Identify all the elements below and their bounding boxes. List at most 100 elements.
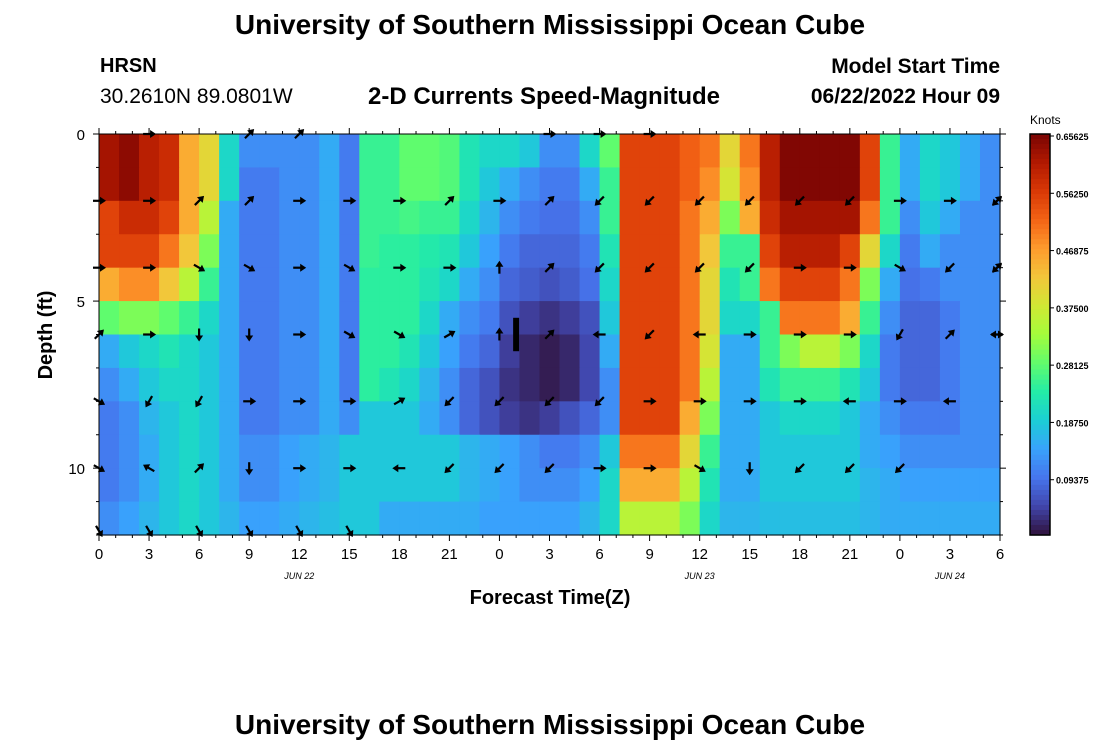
colorbar-swatch (1030, 294, 1050, 301)
heat-cell (439, 468, 460, 503)
heat-cell (619, 167, 641, 202)
heat-cell (619, 434, 641, 469)
heat-cell (599, 334, 621, 369)
heat-cell (239, 401, 260, 436)
x-tick-label: 3 (946, 546, 954, 563)
heat-cell (239, 267, 260, 302)
heat-cell (579, 468, 601, 503)
current-vector-arrow (843, 263, 857, 272)
heat-cell (299, 134, 320, 169)
heat-cell (299, 501, 320, 536)
heat-cell (819, 200, 841, 235)
heat-cell (459, 134, 481, 169)
heat-cell (319, 200, 340, 235)
heat-cell (179, 167, 200, 202)
colorbar-swatch (1030, 429, 1050, 436)
heat-cell (899, 200, 921, 235)
heat-cell (859, 200, 881, 235)
heat-cell (839, 267, 861, 302)
colorbar-swatch (1030, 279, 1050, 285)
heat-cell (99, 200, 120, 235)
heat-cell (679, 501, 701, 536)
current-vector-arrow (692, 330, 706, 339)
heat-cell (539, 301, 561, 336)
heat-cell (539, 134, 561, 169)
heat-cell (199, 468, 220, 503)
heat-cell (199, 234, 220, 269)
heat-cell (119, 334, 140, 369)
heat-cell (959, 367, 981, 402)
heat-cell (579, 334, 601, 369)
heat-cell (339, 468, 360, 503)
heat-cell (819, 301, 841, 336)
colorbar: 0.09375 0.18750 0.28125 0.37500 0.46875 0.562… (1029, 132, 1089, 536)
heat-cell (379, 367, 400, 402)
heat-cell (419, 468, 440, 503)
heat-cell (479, 434, 501, 469)
heat-cell (559, 167, 581, 202)
heat-cell (659, 468, 681, 503)
current-vector-arrow (495, 327, 504, 341)
heat-cell (699, 367, 721, 402)
heat-cell (299, 434, 320, 469)
heat-cell (839, 301, 861, 336)
heat-cell (619, 401, 641, 436)
page-title: University of Southern Mississippi Ocean… (234, 9, 866, 40)
heat-cell (119, 401, 140, 436)
heat-cell (439, 134, 460, 169)
heat-cell (199, 434, 220, 469)
heat-cell (179, 267, 200, 302)
heat-cell (119, 134, 140, 169)
colorbar-swatch (1030, 439, 1050, 446)
heat-cell (779, 401, 801, 436)
heat-cell (659, 367, 681, 402)
heat-cell (479, 501, 501, 536)
heat-cell (679, 434, 701, 469)
heat-cell (679, 367, 701, 402)
heat-cell (779, 134, 801, 169)
heat-cell (799, 401, 821, 436)
heat-cell (959, 434, 981, 469)
current-vector-arrow (494, 463, 505, 474)
heat-cell (979, 367, 1001, 402)
heat-cell (939, 468, 961, 503)
heat-cell (759, 434, 781, 469)
heat-cell (399, 468, 420, 503)
heat-cell (419, 301, 440, 336)
heat-cell (899, 167, 921, 202)
colorbar-swatch (1030, 379, 1050, 386)
heat-cell (239, 301, 260, 336)
colorbar-swatch (1030, 314, 1050, 321)
heat-cell (579, 200, 601, 235)
heat-cell (639, 167, 661, 202)
heat-cell (519, 468, 541, 503)
colorbar-swatch (1030, 419, 1050, 426)
heat-cell (619, 501, 641, 536)
heat-cell (139, 401, 160, 436)
colorbar-swatch (1030, 514, 1050, 521)
heat-cell (799, 200, 821, 235)
heat-cell (359, 367, 380, 402)
heat-cell (319, 301, 340, 336)
heat-cell (739, 367, 761, 402)
heat-cell (479, 401, 501, 436)
heat-cell (459, 167, 481, 202)
heat-cell (119, 200, 140, 235)
heat-cell (599, 200, 621, 235)
heat-cell (159, 434, 180, 469)
x-axis-label: Forecast Time(Z) (470, 587, 631, 609)
x-tick-label: 9 (645, 546, 653, 563)
current-vector-arrow (194, 463, 205, 474)
heat-cell (139, 167, 160, 202)
heat-cell (939, 167, 961, 202)
heat-cell (499, 468, 521, 503)
heat-cell (499, 134, 521, 169)
heat-cell (539, 468, 561, 503)
heat-cell (959, 334, 981, 369)
heat-cell (99, 301, 120, 336)
colorbar-swatch (1030, 209, 1050, 215)
heat-cell (519, 167, 541, 202)
heat-cell (759, 267, 781, 302)
colorbar-swatch (1030, 169, 1050, 175)
heat-cell (899, 301, 921, 336)
